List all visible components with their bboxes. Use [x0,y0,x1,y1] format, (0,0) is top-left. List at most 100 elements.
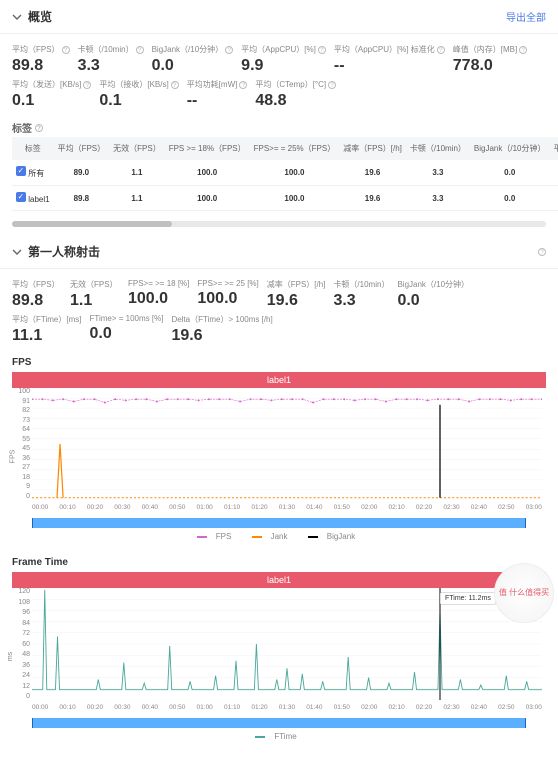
metric: FTime> = 100ms [%]0.0 [89,314,163,345]
metric-value: 0.1 [99,92,178,110]
legend-ftime: FTime [274,732,296,741]
info-icon[interactable]: ? [225,46,233,54]
metric: FPS>= >= 18 [%]100.0 [128,279,189,310]
table-header: 无效（FPS） [109,137,165,160]
metric-value: 19.6 [267,292,326,310]
row-label-cell: label1 [12,186,54,211]
watermark-badge: 值 什么值得买 [494,563,554,623]
metric-label: 减率（FPS）[/h] [267,279,326,290]
chevron-down-icon[interactable] [12,247,22,257]
table-cell: 100.0 [165,186,250,211]
metric-label: 平均（CTemp）[°C]? [255,79,336,90]
ftime-legend: FTime [12,732,546,741]
metric: 平均（FPS）?89.8 [12,44,70,75]
metric-value: 89.8 [12,292,62,310]
metric: BigJank（/10分钟）? 0.0 [152,44,234,75]
metric-label: 平均（AppCPU）[%] 标准化? [334,44,445,55]
metric-label: BigJank（/10分钟） [397,279,469,290]
metric: 减率（FPS）[/h] 19.6 [267,279,326,310]
info-icon[interactable]: ? [328,81,336,89]
metric-value: 1.1 [70,292,120,310]
metric: 峰值（内存）[MB]?778.0 [453,44,527,75]
metric-label: 平均（AppCPU）[%]? [241,44,326,55]
table-header: FPS >= 18%（FPS） [165,137,250,160]
fps-chart-title: FPS [12,357,546,368]
metric-value: 9.9 [241,57,326,75]
metric-label: 峰值（内存）[MB]? [453,44,527,55]
metric-label: 平均（接收）[KB/s]? [99,79,178,90]
info-icon[interactable]: ? [437,46,445,54]
info-icon[interactable]: ? [83,81,91,89]
tags-header: 标签 ? [0,114,558,137]
ftime-timeline-slider[interactable] [32,718,526,728]
tags-table-wrap: 标签平均（FPS）无效（FPS）FPS >= 18%（FPS）FPS>= = 2… [0,137,558,219]
table-cell: 1.1 [109,186,165,211]
info-icon[interactable]: ? [519,46,527,54]
metric-value: 19.6 [171,327,272,345]
table-cell: 11.1 [550,186,558,211]
table-cell: 0.0 [470,186,550,211]
table-cell: 89.0 [54,160,110,186]
metric-label: BigJank（/10分钟）? [152,44,234,55]
fps-yaxis: 10091827364554536271890 [12,388,30,500]
ftime-chart-section: Frame Time label1 ms 1201089684726048362… [0,549,558,749]
table-cell: 0.0 [470,160,550,186]
info-icon[interactable]: ? [538,248,546,256]
fps-timeline-slider[interactable] [32,518,526,528]
table-cell: 19.6 [339,160,406,186]
chevron-down-icon[interactable] [12,12,22,22]
metric-label: 平均（发送）[KB/s]? [12,79,91,90]
metric-label: 平均功耗[mW]? [187,79,248,90]
info-icon[interactable]: ? [239,81,247,89]
export-all-link[interactable]: 导出全部 [506,9,546,24]
metric-value: 3.3 [333,292,389,310]
fps-legend: FPS Jank BigJank [12,532,546,541]
overview-metrics: 平均（FPS）?89.8 卡顿（/10min）?3.3 BigJank（/10分钟）… [0,34,558,114]
metric-label: 无效（FPS） [70,279,120,290]
metric-value: -- [187,92,248,110]
metric-value: 0.0 [152,57,234,75]
table-header: 卡顿（/10min） [406,137,470,160]
overview-header: 概览 导出全部 [0,0,558,34]
info-icon[interactable]: ? [318,46,326,54]
metric-label: FTime> = 100ms [%] [89,314,163,323]
metric-label: 平均（FTime）[ms] [12,314,81,325]
row-label-cell: 所有 [12,160,54,186]
metric: 卡顿（/10min）?3.3 [78,44,144,75]
info-icon[interactable]: ? [136,46,144,54]
metric: 平均（接收）[KB/s]? 0.1 [99,79,178,110]
table-cell: 19.6 [339,186,406,211]
info-icon[interactable]: ? [171,81,179,89]
metric-label: 平均（FPS）? [12,44,70,55]
info-icon[interactable]: ? [62,46,70,54]
table-cell: 89.8 [54,186,110,211]
horizontal-scrollbar[interactable] [12,221,546,227]
metric-value: 0.0 [397,292,469,310]
table-cell: 3.3 [406,160,470,186]
ftime-tooltip: FTime: 11.2ms [440,592,496,605]
metric: 平均（CTemp）[°C]?48.8 [255,79,336,110]
table-cell: 1.1 [109,160,165,186]
table-header: 平均（FTime）[ms] [550,137,558,160]
metric-value: -- [334,57,445,75]
tags-label: 标签 [12,120,32,135]
info-icon[interactable]: ? [35,124,43,132]
fps-chart-section: FPS label1 FPS 10091827364554536271890 0… [0,349,558,549]
ftime-chart-body: ms 12010896847260483624120 FTime: 11.2ms… [12,588,546,718]
overview-panel: 概览 导出全部 平均（FPS）?89.8卡顿（/10min）?3.3BigJan… [0,0,558,227]
table-cell: 11.1 [550,160,558,186]
metric-value: 11.1 [12,327,81,345]
checkbox[interactable] [16,192,26,202]
table-header: 减率（FPS）[/h] [339,137,406,160]
fps-section-panel: 第一人称射击 ? 平均（FPS）89.8无效（FPS）1.1FPS>= >= 1… [0,235,558,749]
section2-metrics: 平均（FPS）89.8无效（FPS）1.1FPS>= >= 18 [%]100.… [0,269,558,349]
ftime-yaxis: 12010896847260483624120 [12,588,30,700]
table-cell: 3.3 [406,186,470,211]
metric: 平均（发送）[KB/s]?0.1 [12,79,91,110]
table-cell: 100.0 [250,160,340,186]
table-row: label189.81.1100.0100.019.63.30.011.10.0… [12,186,558,211]
table-cell: 100.0 [250,186,340,211]
checkbox[interactable] [16,166,26,176]
legend-bigjank: BigJank [327,532,355,541]
metric: 平均（AppCPU）[%]? 9.9 [241,44,326,75]
